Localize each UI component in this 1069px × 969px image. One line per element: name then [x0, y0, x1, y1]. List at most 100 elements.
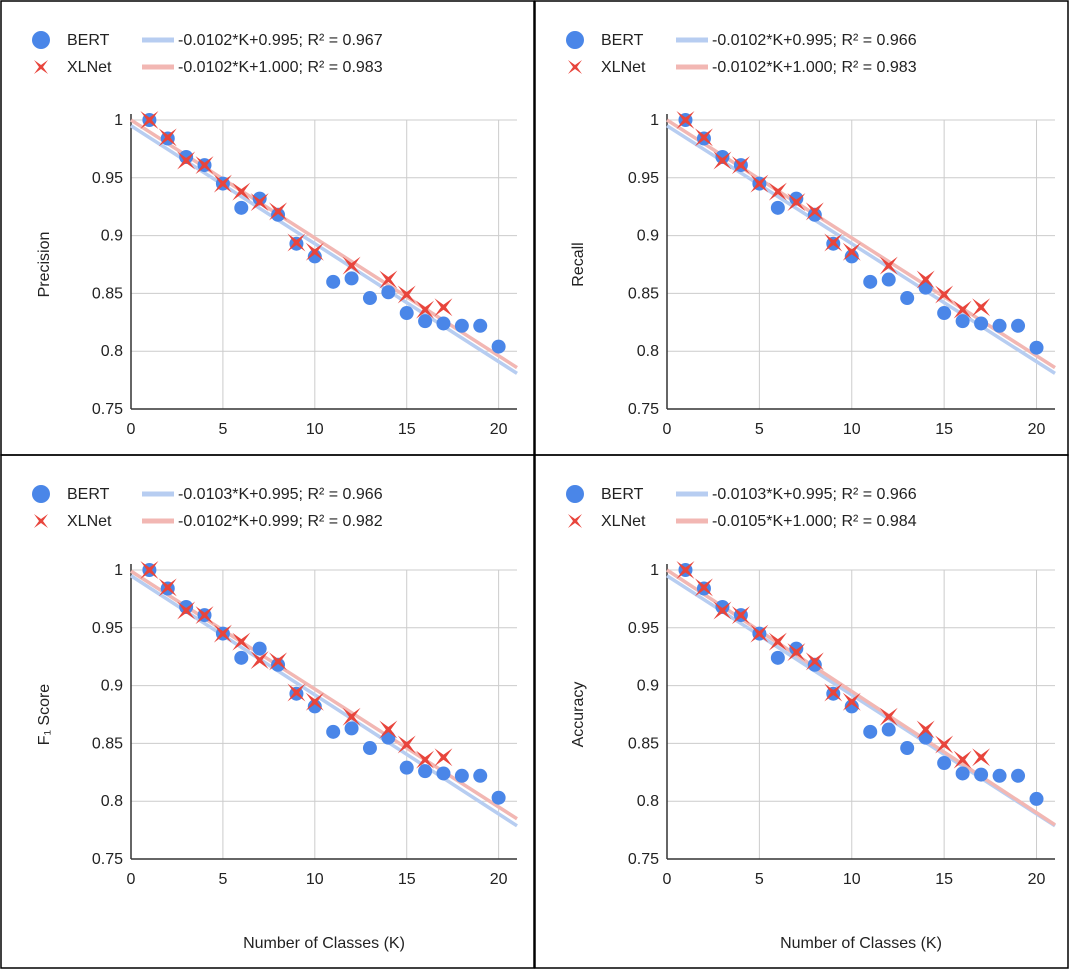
xlnet-point — [213, 174, 232, 193]
legend-bert-marker — [566, 31, 584, 49]
xlnet-point — [972, 748, 991, 767]
y-axis-title: Precision — [36, 232, 53, 298]
bert-point — [881, 722, 896, 737]
bert-point — [770, 650, 785, 665]
x-tick-label: 10 — [843, 871, 861, 888]
xlnet-point — [842, 692, 861, 711]
xlnet-point — [676, 561, 695, 579]
x-tick-label: 10 — [843, 421, 861, 438]
legend-xlnet-trend-label: -0.0105*K+1.000; R² = 0.984 — [712, 513, 917, 530]
bert-point — [344, 721, 359, 736]
xlnet-point — [953, 750, 972, 769]
y-tick-label: 0.95 — [628, 170, 659, 187]
xlnet-point — [379, 720, 398, 739]
bert-point — [179, 149, 194, 164]
xlnet-point — [269, 652, 288, 671]
bert-point — [454, 318, 469, 333]
xlnet-point — [750, 174, 769, 193]
legend-bert-trend-label: -0.0103*K+0.995; R² = 0.966 — [178, 486, 383, 503]
legend-bert-trend-label: -0.0102*K+0.995; R² = 0.967 — [178, 32, 383, 49]
x-tick-label: 15 — [935, 421, 953, 438]
bert-point — [900, 741, 915, 756]
legend-bert-marker — [566, 485, 584, 503]
bert-point — [863, 274, 878, 289]
bert-point — [307, 249, 322, 264]
xlnet-point — [305, 692, 324, 711]
xlnet-point — [250, 193, 269, 212]
x-tick-label: 0 — [663, 421, 672, 438]
bert-point — [326, 724, 341, 739]
xlnet-point — [953, 300, 972, 319]
legend-bert-marker — [32, 31, 50, 49]
legend-bert-trend-label: -0.0102*K+0.995; R² = 0.966 — [712, 32, 917, 49]
bert-point — [844, 699, 859, 714]
xlnet-point — [342, 256, 361, 275]
y-tick-label: 0.75 — [92, 851, 123, 868]
y-tick-label: 0.85 — [628, 285, 659, 302]
y-tick-label: 0.95 — [92, 170, 123, 187]
xlnet-point — [177, 601, 196, 620]
y-tick-label: 0.85 — [628, 735, 659, 752]
bert-point — [955, 314, 970, 329]
legend-xlnet-trend-label: -0.0102*K+1.000; R² = 0.983 — [712, 59, 917, 76]
bert-point — [918, 730, 933, 745]
y-axis-title: Recall — [570, 242, 587, 286]
x-tick-label: 10 — [306, 871, 324, 888]
y-tick-label: 0.85 — [92, 285, 123, 302]
y-axis-title: F₁ Score — [36, 684, 53, 746]
x-tick-label: 5 — [755, 421, 764, 438]
trendline-xlnet — [666, 568, 1056, 827]
y-tick-label: 0.8 — [101, 343, 123, 360]
x-tick-label: 0 — [663, 871, 672, 888]
bert-point — [418, 764, 433, 779]
x-tick-label: 20 — [490, 871, 508, 888]
x-tick-label: 0 — [127, 871, 136, 888]
xlnet-point — [140, 561, 159, 579]
bert-point — [362, 291, 377, 306]
bert-point — [454, 768, 469, 783]
bert-point — [326, 274, 341, 289]
y-tick-label: 0.75 — [628, 401, 659, 418]
y-tick-label: 0.75 — [92, 401, 123, 418]
x-tick-label: 20 — [1028, 871, 1046, 888]
bert-point — [1029, 340, 1044, 355]
bert-point — [307, 699, 322, 714]
y-tick-label: 0.95 — [628, 620, 659, 637]
xlnet-point — [713, 151, 732, 170]
bert-point — [807, 657, 822, 672]
xlnet-point — [731, 606, 750, 625]
xlnet-point — [287, 233, 306, 252]
y-axis-title: Accuracy — [570, 682, 587, 748]
xlnet-point — [731, 156, 750, 175]
bert-point — [937, 756, 952, 771]
xlnet-point — [250, 651, 269, 670]
trendline-bert — [130, 574, 518, 828]
xlnet-point — [195, 606, 214, 625]
trendline-bert — [130, 124, 518, 375]
panel-border — [534, 454, 1069, 969]
x-tick-label: 20 — [1028, 421, 1046, 438]
y-tick-label: 0.8 — [637, 343, 659, 360]
xlnet-point — [824, 683, 843, 702]
bert-point — [715, 599, 730, 614]
bert-point — [789, 191, 804, 206]
xlnet-point — [787, 193, 806, 212]
x-tick-label: 10 — [306, 421, 324, 438]
y-tick-label: 0.9 — [637, 228, 659, 245]
xlnet-point — [916, 720, 935, 739]
x-tick-label: 15 — [398, 421, 416, 438]
xlnet-point — [935, 285, 954, 304]
xlnet-point — [676, 111, 695, 129]
legend-bert-trend-label: -0.0103*K+0.995; R² = 0.966 — [712, 486, 917, 503]
xlnet-point — [305, 242, 324, 261]
bert-point — [271, 657, 286, 672]
xlnet-point — [177, 151, 196, 170]
xlnet-point — [879, 256, 898, 275]
legend-bert-label: BERT — [67, 32, 110, 49]
xlnet-point — [713, 601, 732, 620]
bert-point — [844, 249, 859, 264]
x-tick-label: 5 — [755, 871, 764, 888]
xlnet-point — [158, 128, 177, 147]
bert-point — [937, 306, 952, 321]
xlnet-point — [805, 202, 824, 221]
